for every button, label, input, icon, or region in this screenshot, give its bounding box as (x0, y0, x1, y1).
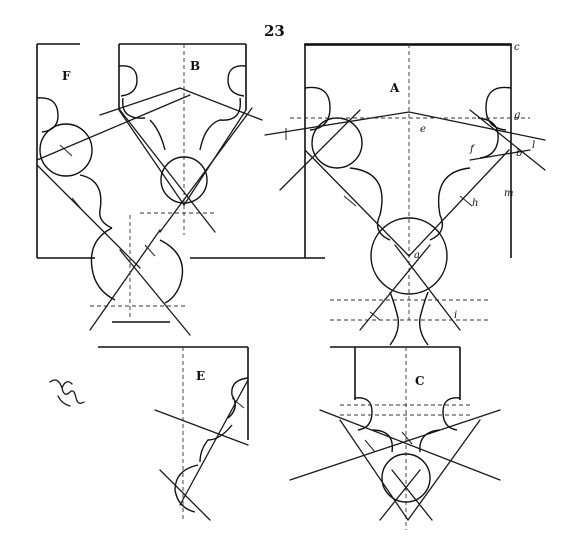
figure-b-label: B (190, 59, 200, 73)
figure-f-circle (39, 123, 93, 177)
ornament-mark (49, 379, 85, 407)
figure-a-construct-1 (264, 111, 410, 136)
tick-mark (144, 244, 156, 257)
figure-a-construct-5 (469, 149, 531, 161)
figure-c-diag-left (339, 419, 409, 521)
page-number: 23 (264, 22, 285, 40)
figure-f-diag (36, 164, 141, 269)
figure-f: F (36, 43, 191, 269)
figure-a-curve-left (349, 167, 391, 241)
tick-mark (459, 195, 473, 207)
tick-mark (71, 197, 83, 211)
figure-f-curve (79, 174, 113, 229)
tick-mark (401, 431, 413, 445)
figure-a-label: A (389, 81, 400, 95)
figure-f-lower-arc-left (90, 227, 116, 301)
figure-f-lower-diag-2 (119, 249, 191, 336)
figure-a-diag-right (408, 149, 510, 257)
figure-e-scallop (227, 377, 249, 419)
figure-a-neck-right (418, 291, 429, 346)
figure-a-construct-4 (469, 109, 546, 171)
figure-b-scallop-left (118, 65, 138, 97)
figure-f-lower (89, 215, 325, 336)
figure-f-label: F (62, 69, 71, 83)
figure-c-construct-3 (379, 469, 421, 521)
point-l: l (532, 140, 535, 151)
figure-c: C (289, 346, 501, 530)
figure-b-curl-right (199, 97, 242, 151)
figure-a-scallop-right (485, 86, 512, 131)
figure-e-diag (179, 379, 249, 506)
figure-b: B (99, 43, 263, 235)
point-e: e (420, 124, 426, 135)
figure-a-circle-left (311, 117, 363, 169)
figure-e-scallop-2 (199, 424, 233, 463)
figure-b-construct-4 (159, 107, 253, 233)
figure-f-lower-diag-1 (89, 229, 161, 331)
tick-mark (231, 397, 245, 409)
point-f: f (469, 144, 476, 155)
figure-a-construct-6 (359, 244, 431, 331)
figure-a-scallop-right-inner (477, 117, 499, 159)
figure-c-construct-1 (289, 409, 501, 481)
point-i: i (454, 310, 457, 321)
point-g: g (514, 110, 520, 121)
point-a: a (414, 250, 420, 261)
figure-b-curl-left (121, 97, 146, 119)
figure-c-scallop-right (442, 397, 461, 431)
figure-a-circle-center (370, 217, 448, 295)
figure-a-curve-right (429, 167, 471, 241)
tick-mark (369, 311, 381, 321)
figure-e-arc-bottom (174, 464, 199, 513)
figure-b-scallop-right (227, 65, 247, 97)
figure-a-scallop-left (304, 86, 331, 131)
figure-a-top-edge (304, 43, 512, 46)
point-m: m (504, 188, 513, 199)
figure-c-construct-2 (319, 409, 501, 481)
figure-b-circle (160, 156, 208, 204)
figure-a-neck-left (389, 291, 400, 346)
figure-a-construct-7 (394, 244, 461, 331)
figure-b-construct-2 (179, 87, 263, 121)
figure-b-inner-left (149, 119, 166, 151)
figure-c-circle (381, 453, 431, 503)
tick-mark (59, 144, 73, 157)
figure-c-construct-4 (391, 469, 433, 521)
figure-c-label: C (415, 374, 425, 388)
figure-a-diag-left (304, 149, 410, 257)
figure-e-construct-1 (154, 409, 249, 446)
figure-f-construct (36, 94, 191, 161)
point-b: b (516, 148, 522, 159)
figure-f-lower-arc-right (159, 239, 184, 304)
figure-c-inner-left (371, 429, 394, 453)
point-c: c (514, 42, 520, 53)
figure-a-construct-2 (408, 111, 546, 141)
figure-b-construct-3 (119, 109, 216, 233)
figure-e: E (98, 346, 249, 521)
figure-b-diag-left (118, 109, 185, 206)
figure-a: A c e f g b l m h a i (264, 42, 546, 346)
figure-c-diag-right (407, 419, 481, 521)
tick-marks (59, 128, 473, 453)
figure-e-label: E (196, 369, 205, 383)
tick-mark (343, 195, 357, 207)
figure-a-construct-3 (279, 109, 361, 191)
tick-mark (364, 439, 376, 453)
figure-b-construct-1 (99, 87, 181, 116)
point-h: h (472, 198, 478, 209)
figure-e-construct-2 (159, 469, 211, 521)
